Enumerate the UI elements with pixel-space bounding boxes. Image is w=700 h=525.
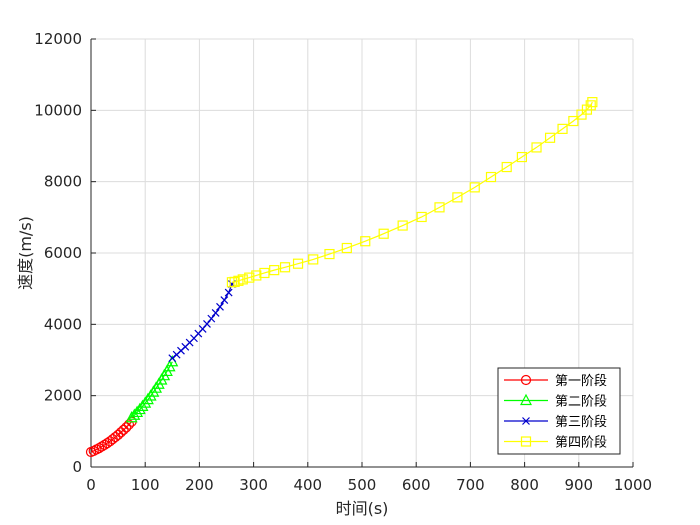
data-point xyxy=(229,276,240,287)
series-layer xyxy=(85,97,598,458)
data-point xyxy=(133,402,146,415)
legend-label: 第一阶段 xyxy=(555,374,607,389)
legend-label: 第四阶段 xyxy=(555,436,607,451)
data-point xyxy=(308,254,319,265)
y-tick-label: 8000 xyxy=(44,173,82,191)
data-point xyxy=(360,236,371,247)
y-tick-label: 0 xyxy=(72,458,82,476)
legend-item: 第一阶段 xyxy=(504,374,607,389)
legend-box xyxy=(497,367,621,455)
data-point xyxy=(237,274,248,285)
x-tick-label: 0 xyxy=(86,476,96,494)
legend-label: 第三阶段 xyxy=(555,415,607,430)
x-tick-label: 100 xyxy=(131,476,160,494)
data-point xyxy=(118,424,129,436)
data-point xyxy=(522,417,530,425)
data-point xyxy=(207,314,216,323)
data-point xyxy=(211,308,220,317)
data-point xyxy=(516,151,527,163)
data-point xyxy=(469,182,480,193)
x-tick-label: 600 xyxy=(402,476,431,494)
y-tick-label: 2000 xyxy=(44,387,82,405)
x-tick-label: 900 xyxy=(564,476,593,494)
data-point xyxy=(557,123,568,134)
data-point xyxy=(587,97,598,108)
data-point xyxy=(251,270,262,281)
x-tick-label: 400 xyxy=(293,476,322,494)
data-point xyxy=(292,258,304,269)
data-point xyxy=(94,442,105,454)
y-tick-label: 4000 xyxy=(44,315,82,333)
data-point xyxy=(220,296,229,305)
y-tick-label: 12000 xyxy=(34,30,82,48)
data-point xyxy=(585,100,596,111)
x-tick-label: 1000 xyxy=(614,476,652,494)
data-point xyxy=(128,408,141,420)
data-point xyxy=(378,228,389,239)
y-tick-labels: 0 2000 4000 6000 8000 10000 12000 xyxy=(34,30,82,476)
data-point xyxy=(279,262,291,273)
x-tick-labels: 0 100 200 300 400 500 600 700 800 900 1000 xyxy=(86,476,652,494)
data-point xyxy=(203,320,211,328)
data-point xyxy=(416,211,427,223)
data-point xyxy=(452,192,463,203)
y-tick-label: 10000 xyxy=(34,101,82,119)
series-2 xyxy=(125,354,179,423)
axes xyxy=(90,38,634,468)
x-axis-label: 时间(s) xyxy=(336,499,389,518)
data-point xyxy=(544,132,556,143)
x-tick-label: 700 xyxy=(456,476,485,494)
legend-item: 第三阶段 xyxy=(504,415,607,430)
data-point xyxy=(434,202,445,213)
data-point xyxy=(520,393,532,406)
legend-label: 第二阶段 xyxy=(555,395,607,410)
data-point xyxy=(224,288,233,297)
data-point xyxy=(244,272,255,283)
x-tick-label: 800 xyxy=(510,476,539,494)
x-tick-label: 500 xyxy=(348,476,377,494)
data-point xyxy=(141,392,154,405)
data-point xyxy=(139,396,152,408)
legend-item: 第四阶段 xyxy=(504,436,607,451)
x-tick-label: 200 xyxy=(185,476,214,494)
data-point xyxy=(123,419,135,430)
data-point xyxy=(485,171,497,183)
data-point xyxy=(96,441,107,452)
data-point xyxy=(131,405,144,418)
legend-item: 第二阶段 xyxy=(504,393,607,410)
data-point xyxy=(397,220,408,231)
y-tick-label: 6000 xyxy=(44,244,82,262)
data-point xyxy=(99,439,110,450)
data-point xyxy=(531,142,542,153)
data-point xyxy=(121,422,132,433)
series-1 xyxy=(85,416,137,458)
data-point xyxy=(216,302,224,311)
data-point xyxy=(259,267,270,279)
series-line xyxy=(231,101,593,283)
data-point xyxy=(341,242,352,254)
data-point xyxy=(520,374,532,386)
series-4 xyxy=(226,97,598,288)
x-tick-label: 300 xyxy=(239,476,268,494)
data-point xyxy=(269,265,280,276)
data-point xyxy=(520,436,532,447)
data-point xyxy=(136,399,149,411)
data-point xyxy=(568,115,579,127)
data-point xyxy=(88,445,99,457)
data-point xyxy=(324,248,335,260)
data-point xyxy=(501,161,512,173)
data-point xyxy=(91,444,102,455)
y-axis-label: 速度(m/s) xyxy=(16,216,35,290)
